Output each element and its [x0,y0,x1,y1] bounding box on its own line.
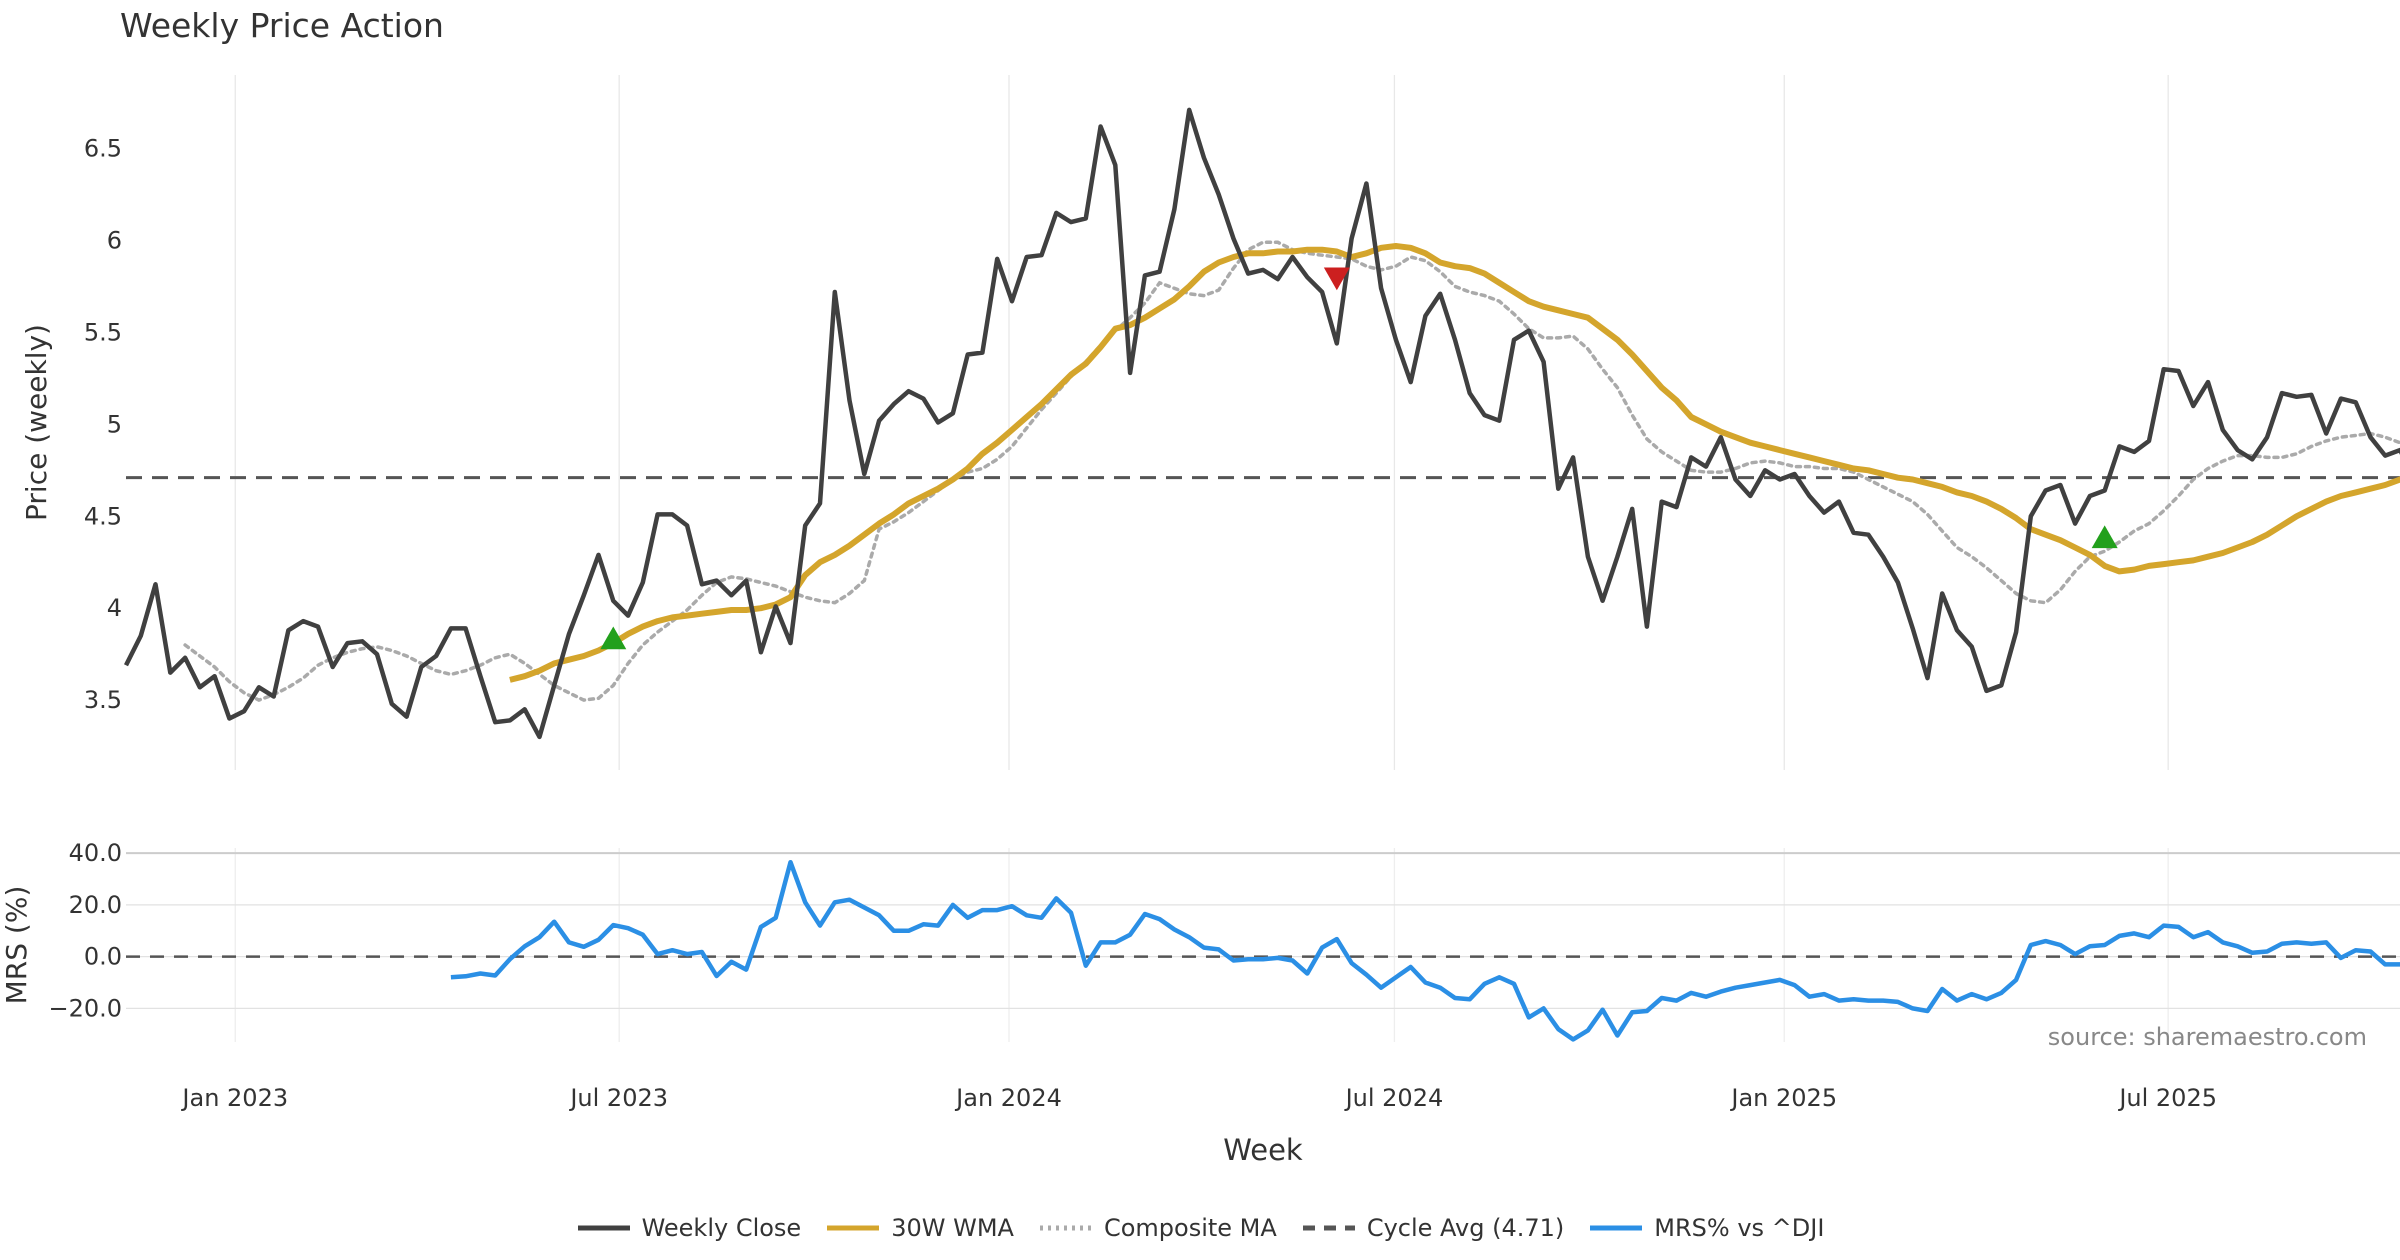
buy-signal-marker [2091,525,2118,549]
mrs-ytick-label: 0.0 [84,943,122,971]
legend-label: Cycle Avg (4.71) [1366,1214,1565,1242]
sell-signal-marker [1323,267,1350,291]
legend-swatch [827,1225,880,1231]
mrs-ytick-label: 20.0 [69,891,122,919]
mrs-y-axis-label: MRS (%) [0,886,33,1005]
legend-swatch [1590,1225,1643,1231]
price-ytick-label: 3.5 [84,686,122,714]
composite-ma-line [183,240,2400,703]
legend-label: MRS% vs ^DJI [1654,1214,1825,1242]
x-tick-label: Jul 2023 [568,1084,668,1112]
weekly-close-line [123,107,2400,740]
legend-label: Weekly Close [641,1214,802,1242]
chart-legend: Weekly Close 30W WMA Composite MA Cycle Avg… [0,1208,2400,1248]
legend-item: Cycle Avg (4.71) [1301,1214,1564,1242]
legend-item: Weekly Close [576,1214,802,1242]
mrs-line [450,859,2400,1042]
x-axis-label: Week [1223,1133,1303,1167]
legend-swatch [1302,1225,1355,1231]
legend-item: MRS% vs ^DJI [1588,1214,1824,1242]
legend-swatch [577,1225,630,1231]
price-ytick-label: 5.5 [84,318,122,346]
legend-label: 30W WMA [891,1214,1014,1242]
price-ytick-label: 6 [107,226,122,254]
legend-swatch [1039,1225,1092,1231]
price-y-axis-label: Price (weekly) [20,324,53,521]
price-ytick-label: 6.5 [84,135,122,163]
source-annotation: source: sharemaestro.com [2048,1023,2367,1051]
mrs-ytick-label: 40.0 [69,839,122,867]
x-tick-label: Jan 2023 [180,1084,288,1112]
chart-title: Weekly Price Action [120,6,444,45]
legend-item: 30W WMA [825,1214,1014,1242]
price-ytick-label: 5 [107,410,122,438]
x-tick-label: Jul 2025 [2117,1084,2217,1112]
x-tick-label: Jul 2024 [1344,1084,1444,1112]
wma-30w-line [509,243,2400,683]
buy-signal-marker [600,626,627,650]
legend-item: Composite MA [1038,1214,1277,1242]
price-ytick-label: 4 [107,594,122,622]
mrs-ytick-label: −20.0 [48,994,122,1022]
x-tick-label: Jan 2024 [954,1084,1062,1112]
x-tick-label: Jan 2025 [1729,1084,1837,1112]
legend-label: Composite MA [1103,1214,1277,1242]
price-ytick-label: 4.5 [84,502,122,530]
